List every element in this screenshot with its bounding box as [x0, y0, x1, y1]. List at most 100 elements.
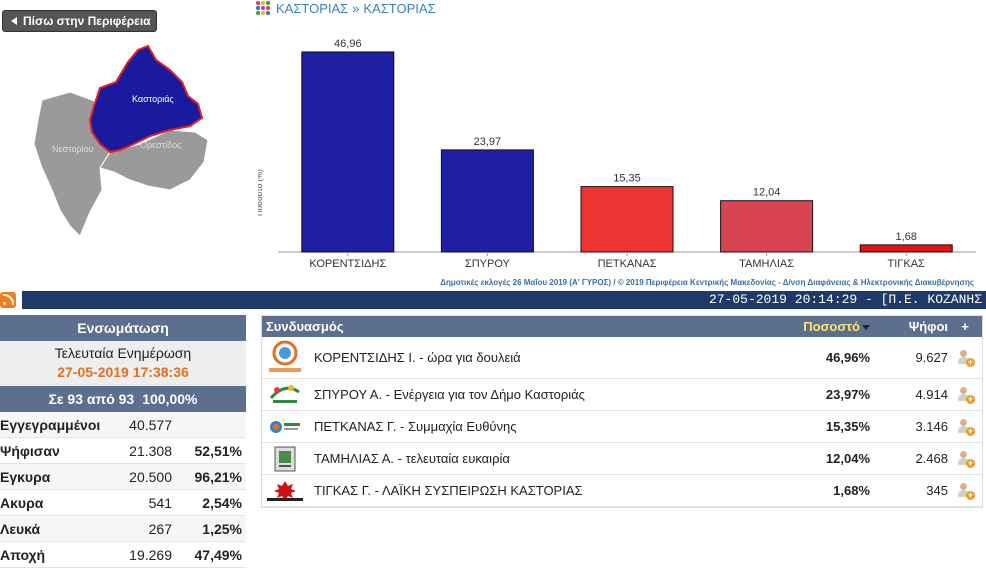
summary-row-label: Ψήφισαν	[0, 443, 60, 459]
stations-count-text: Σε 93 από 93	[48, 391, 135, 407]
y-axis-label: Ποσοστό (%)	[258, 169, 264, 216]
bar-value-label: 46,96	[334, 38, 362, 50]
back-to-region-button[interactable]: Πίσω στην Περιφέρεια	[2, 10, 157, 32]
party-votes: 345	[926, 483, 948, 498]
stations-count-pct: 100,00%	[142, 391, 198, 407]
party-percent: 12,04%	[825, 451, 870, 466]
summary-row-pct: 47,49%	[194, 547, 242, 563]
summary-row-pct: 96,21%	[194, 469, 242, 485]
sort-desc-icon	[862, 325, 870, 331]
map-region-kastorias[interactable]	[88, 44, 204, 154]
x-tick-label: ΚΟΡΕΝΤΣΙΔΗΣ	[309, 258, 386, 270]
summary-row: Ψήφισαν 21.308 52,51%	[0, 438, 246, 464]
bar-value-label: 23,97	[474, 136, 502, 148]
breadcrumb-parent[interactable]: ΚΑΣΤΟΡΙΑΣ	[276, 0, 349, 16]
summary-row: Λευκά 267 1,25%	[0, 516, 246, 542]
results-row[interactable]: ΚΟΡΕΝΤΣΙΔΗΣ Ι. - ώρα για δουλειά 46,96% 9.…	[262, 337, 982, 379]
header-percent-label: Ποσοστό	[803, 319, 860, 334]
summary-row-value: 541	[148, 495, 172, 511]
party-percent: 1,68%	[833, 483, 870, 498]
party-name: ΤΑΜΗΛΙΑΣ Α. - τελευταία ευκαιρία	[314, 451, 510, 466]
header-votes[interactable]: Ψήφοι	[908, 319, 948, 334]
summary-row: Εγγεγραμμένοι 40.577	[0, 412, 246, 438]
results-header: Συνδυασμός Ποσοστό Ψήφοι +	[262, 316, 982, 337]
map-label-orestidos: Ορεστίδος	[140, 140, 182, 150]
results-bar-chart: Ποσοστό (%) 46,96 ΚΟΡΕΝΤΣΙΔΗΣ 23,97 ΣΠΥΡΟΥ 15…	[258, 38, 976, 270]
results-row[interactable]: ΣΠΥΡΟΥ Α. - Ενέργεια για τον Δήμο Καστορ…	[262, 379, 982, 411]
add-candidate-button[interactable]: +	[948, 349, 982, 367]
summary-row-label: Λευκά	[0, 521, 41, 537]
add-person-icon: +	[957, 418, 975, 436]
party-percent: 15,35%	[825, 419, 870, 434]
party-votes: 2.468	[915, 451, 948, 466]
party-votes: 3.146	[915, 419, 948, 434]
breadcrumb-current: ΚΑΣΤΟΡΙΑΣ	[363, 0, 436, 16]
add-person-icon: +	[957, 349, 975, 367]
breadcrumb: ΚΑΣΤΟΡΙΑΣ » ΚΑΣΤΟΡΙΑΣ	[256, 0, 436, 16]
party-logo	[262, 337, 308, 378]
integration-summary-panel: Ενσωμάτωση Τελευταία Ενημέρωση 27-05-201…	[0, 315, 246, 568]
summary-row-pct	[172, 412, 242, 437]
chart-bar[interactable]	[440, 149, 534, 253]
summary-row-value: 21.308	[129, 443, 172, 459]
last-update-label: Τελευταία Ενημέρωση	[54, 345, 192, 361]
summary-row-pct: 52,51%	[194, 443, 242, 459]
add-person-icon: +	[957, 450, 975, 468]
summary-rows: Εγγεγραμμένοι 40.577 Ψήφισαν 21.308 52,51% Εγ…	[0, 412, 246, 568]
summary-row: Αποχή 19.269 47,49%	[0, 542, 246, 568]
summary-row: Ακυρα 541 2,54%	[0, 490, 246, 516]
last-update-box: Τελευταία Ενημέρωση 27-05-2019 17:38:36	[0, 341, 246, 386]
header-add[interactable]: +	[961, 319, 969, 334]
bar-value-label: 15,35	[613, 173, 641, 185]
rss-icon[interactable]	[0, 292, 16, 308]
party-logo	[262, 443, 308, 474]
time-ticker: 27-05-2019 20:14:29 - [Π.Ε. ΚΟΖΑΝΗΣ	[22, 291, 986, 309]
chart-bar[interactable]	[580, 186, 674, 253]
chart-bar[interactable]	[720, 200, 814, 253]
bar-value-label: 12,04	[753, 187, 781, 199]
stations-count: Σε 93 από 93 100,00%	[0, 386, 246, 412]
summary-row-value: 267	[148, 521, 172, 537]
summary-row-value: 20.500	[129, 469, 172, 485]
results-row[interactable]: ΤΑΜΗΛΙΑΣ Α. - τελευταία ευκαιρία 12,04% 2.…	[262, 443, 982, 475]
summary-row-value: 40.577	[129, 417, 172, 433]
party-name: ΚΟΡΕΝΤΣΙΔΗΣ Ι. - ώρα για δουλειά	[314, 350, 521, 365]
chart-bar[interactable]	[301, 51, 395, 253]
summary-row-pct: 2,54%	[202, 495, 242, 511]
party-name: ΣΠΥΡΟΥ Α. - Ενέργεια για τον Δήμο Καστορ…	[314, 387, 585, 402]
party-name: ΠΕΤΚΑΝΑΣ Γ. - Συμμαχία Ευθύνης	[314, 419, 517, 434]
map-label-kastorias: Καστοριάς	[132, 94, 174, 104]
header-combination[interactable]: Συνδυασμός	[266, 319, 344, 334]
party-percent: 23,97%	[825, 387, 870, 402]
x-tick-label: ΤΙΓΚΑΣ	[888, 258, 926, 270]
party-logo	[262, 411, 308, 442]
results-row[interactable]: ΤΙΓΚΑΣ Γ. - ΛΑΪΚΗ ΣΥΣΠΕΙΡΩΣΗ ΚΑΣΤΟΡΙΑΣ 1,…	[262, 475, 982, 507]
party-votes: 4.914	[915, 387, 948, 402]
last-update-time: 27-05-2019 17:38:36	[57, 364, 189, 380]
colored-dots-icon	[256, 1, 270, 15]
results-rows: ΚΟΡΕΝΤΣΙΔΗΣ Ι. - ώρα για δουλειά 46,96% 9.…	[262, 337, 982, 507]
add-candidate-button[interactable]: +	[948, 386, 982, 404]
summary-row-value: 19.269	[129, 547, 172, 563]
results-row[interactable]: ΠΕΤΚΑΝΑΣ Γ. - Συμμαχία Ευθύνης 15,35% 3.14…	[262, 411, 982, 443]
add-candidate-button[interactable]: +	[948, 482, 982, 500]
breadcrumb-separator: »	[352, 0, 360, 16]
summary-row-label: Εγγεγραμμένοι	[0, 417, 101, 433]
add-person-icon: +	[957, 482, 975, 500]
party-logo	[262, 379, 308, 410]
header-percent[interactable]: Ποσοστό	[790, 316, 870, 337]
chart-credit: Δημοτικές εκλογές 26 Μαΐου 2019 (Α' ΓΥΡΟ…	[440, 278, 974, 287]
back-button-label: Πίσω στην Περιφέρεια	[23, 14, 151, 28]
party-logo	[262, 475, 308, 506]
x-tick-label: ΠΕΤΚΑΝΑΣ	[598, 258, 657, 270]
chart-bar[interactable]	[859, 244, 953, 253]
summary-row: Εγκυρα 20.500 96,21%	[0, 464, 246, 490]
party-percent: 46,96%	[825, 350, 870, 365]
add-person-icon: +	[957, 386, 975, 404]
map-label-nestoriou: Νεστορίου	[52, 144, 94, 154]
summary-row-label: Αποχή	[0, 547, 46, 563]
party-name: ΤΙΓΚΑΣ Γ. - ΛΑΪΚΗ ΣΥΣΠΕΙΡΩΣΗ ΚΑΣΤΟΡΙΑΣ	[314, 483, 583, 498]
add-candidate-button[interactable]: +	[948, 418, 982, 436]
add-candidate-button[interactable]: +	[948, 450, 982, 468]
